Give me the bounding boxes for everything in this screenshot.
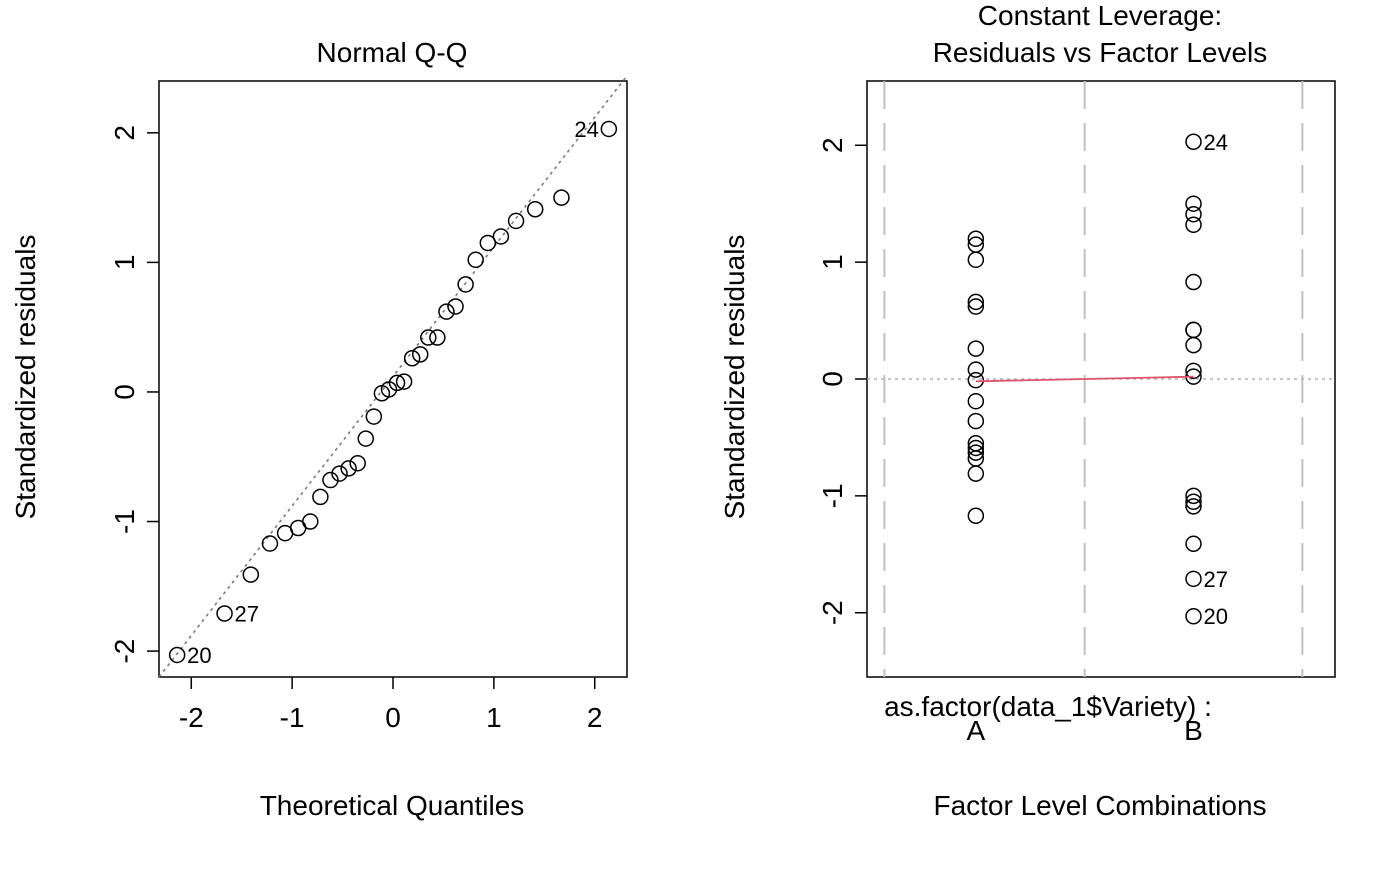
residual-point xyxy=(967,371,985,389)
residual-point xyxy=(1185,362,1202,380)
residual-point xyxy=(967,412,985,430)
residual-point xyxy=(967,293,985,311)
residual-point-label: 24 xyxy=(1204,130,1228,155)
x-tick-label: 0 xyxy=(385,702,401,733)
y-tick-label: 1 xyxy=(109,255,140,271)
x-tick-label: 2 xyxy=(587,702,603,733)
leverage-plot-y-axis-label: Standardized residuals xyxy=(719,235,750,520)
qq-point xyxy=(395,373,413,390)
leverage-plot-title: Constant Leverage: xyxy=(978,0,1222,31)
residual-point xyxy=(967,392,985,410)
qq-plot-y-ticks: -2 -1 0 1 2 xyxy=(109,125,159,664)
residual-point xyxy=(1185,195,1202,212)
residual-point xyxy=(1185,273,1202,291)
qq-point xyxy=(447,298,464,315)
residual-point xyxy=(967,444,985,461)
y-tick-label: 2 xyxy=(109,125,140,141)
residual-point xyxy=(1185,570,1202,588)
qq-point xyxy=(261,535,279,552)
y-tick-label: -2 xyxy=(817,600,848,625)
qq-point xyxy=(492,228,510,245)
smooth-line xyxy=(975,375,1194,383)
residual-point xyxy=(967,230,985,248)
qq-point xyxy=(216,605,233,622)
residual-point xyxy=(1185,133,1202,151)
residual-point xyxy=(1185,607,1202,625)
qq-point xyxy=(168,646,186,664)
qq-point xyxy=(349,454,366,472)
qq-point xyxy=(357,430,375,447)
leverage-plot-y-ticks: -2 -1 0 1 2 xyxy=(817,137,867,625)
qq-point-label: 27 xyxy=(235,602,259,627)
x-tick-label: -1 xyxy=(280,702,305,733)
qq-point xyxy=(479,234,497,252)
qq-point xyxy=(388,374,406,392)
residual-point xyxy=(967,465,985,482)
residual-point xyxy=(967,439,985,457)
residual-point xyxy=(1185,216,1202,233)
y-tick-label: 0 xyxy=(109,384,140,400)
y-tick-label: -1 xyxy=(817,483,848,508)
category-label: A xyxy=(966,715,985,746)
qq-point xyxy=(420,329,437,346)
qq-point xyxy=(411,346,429,363)
qq-point xyxy=(526,201,544,218)
category-label: B xyxy=(1184,715,1203,746)
qq-point xyxy=(507,212,525,230)
qq-point xyxy=(242,566,260,583)
qq-point-label: 20 xyxy=(187,643,211,668)
y-tick-label: -2 xyxy=(109,639,140,664)
qq-point xyxy=(365,408,383,425)
qq-point xyxy=(340,460,357,477)
qq-point xyxy=(553,189,570,206)
qq-point xyxy=(457,276,474,293)
qq-plot-panel: Normal Q-Q Theoretical Quantiles Standar… xyxy=(10,37,628,821)
leverage-plot-subtitle: Residuals vs Factor Levels xyxy=(933,37,1268,68)
qq-plot-title: Normal Q-Q xyxy=(317,37,468,68)
x-tick-label: 1 xyxy=(486,702,502,733)
x-tick-label: -2 xyxy=(179,702,204,733)
residual-point xyxy=(1185,321,1202,339)
qq-point xyxy=(322,471,339,489)
residual-point xyxy=(1185,493,1202,510)
qq-point xyxy=(467,251,484,269)
qq-point xyxy=(331,465,348,482)
residual-point-label: 27 xyxy=(1204,567,1228,592)
leverage-plot-factor-label: as.factor(data_1$Variety) : xyxy=(884,691,1212,722)
residual-point xyxy=(1185,535,1202,553)
qq-plot-marks: 20 27 24 xyxy=(158,75,628,678)
qq-point xyxy=(403,350,421,367)
residual-point xyxy=(967,340,985,357)
y-tick-label: 0 xyxy=(817,371,848,387)
qq-point-label: 24 xyxy=(574,117,598,142)
residual-point xyxy=(967,361,985,378)
qq-plot-x-axis-label: Theoretical Quantiles xyxy=(260,790,525,821)
y-tick-label: 1 xyxy=(817,254,848,270)
residual-point xyxy=(1185,336,1202,354)
leverage-plot-panel: Constant Leverage: Residuals vs Factor L… xyxy=(719,0,1336,821)
qq-point xyxy=(302,513,319,530)
residual-point xyxy=(967,507,985,524)
residual-point xyxy=(1185,498,1202,515)
y-tick-label: 2 xyxy=(817,137,848,153)
leverage-plot-marks: 24 27 20 xyxy=(867,130,1335,629)
qq-point xyxy=(438,303,455,320)
residual-point-label: 20 xyxy=(1204,604,1228,629)
leverage-plot-x-axis-label: Factor Level Combinations xyxy=(933,790,1266,821)
residual-point xyxy=(1185,487,1202,505)
residual-point xyxy=(967,298,985,315)
qq-plot-x-ticks: -2 -1 0 1 2 xyxy=(179,677,603,733)
qq-plot-y-axis-label: Standardized residuals xyxy=(10,235,41,520)
residual-point xyxy=(1185,205,1202,223)
qq-point xyxy=(429,329,446,346)
qq-point xyxy=(600,120,618,138)
residual-point xyxy=(967,251,985,269)
qq-point xyxy=(312,488,329,506)
y-tick-label: -1 xyxy=(109,509,140,534)
